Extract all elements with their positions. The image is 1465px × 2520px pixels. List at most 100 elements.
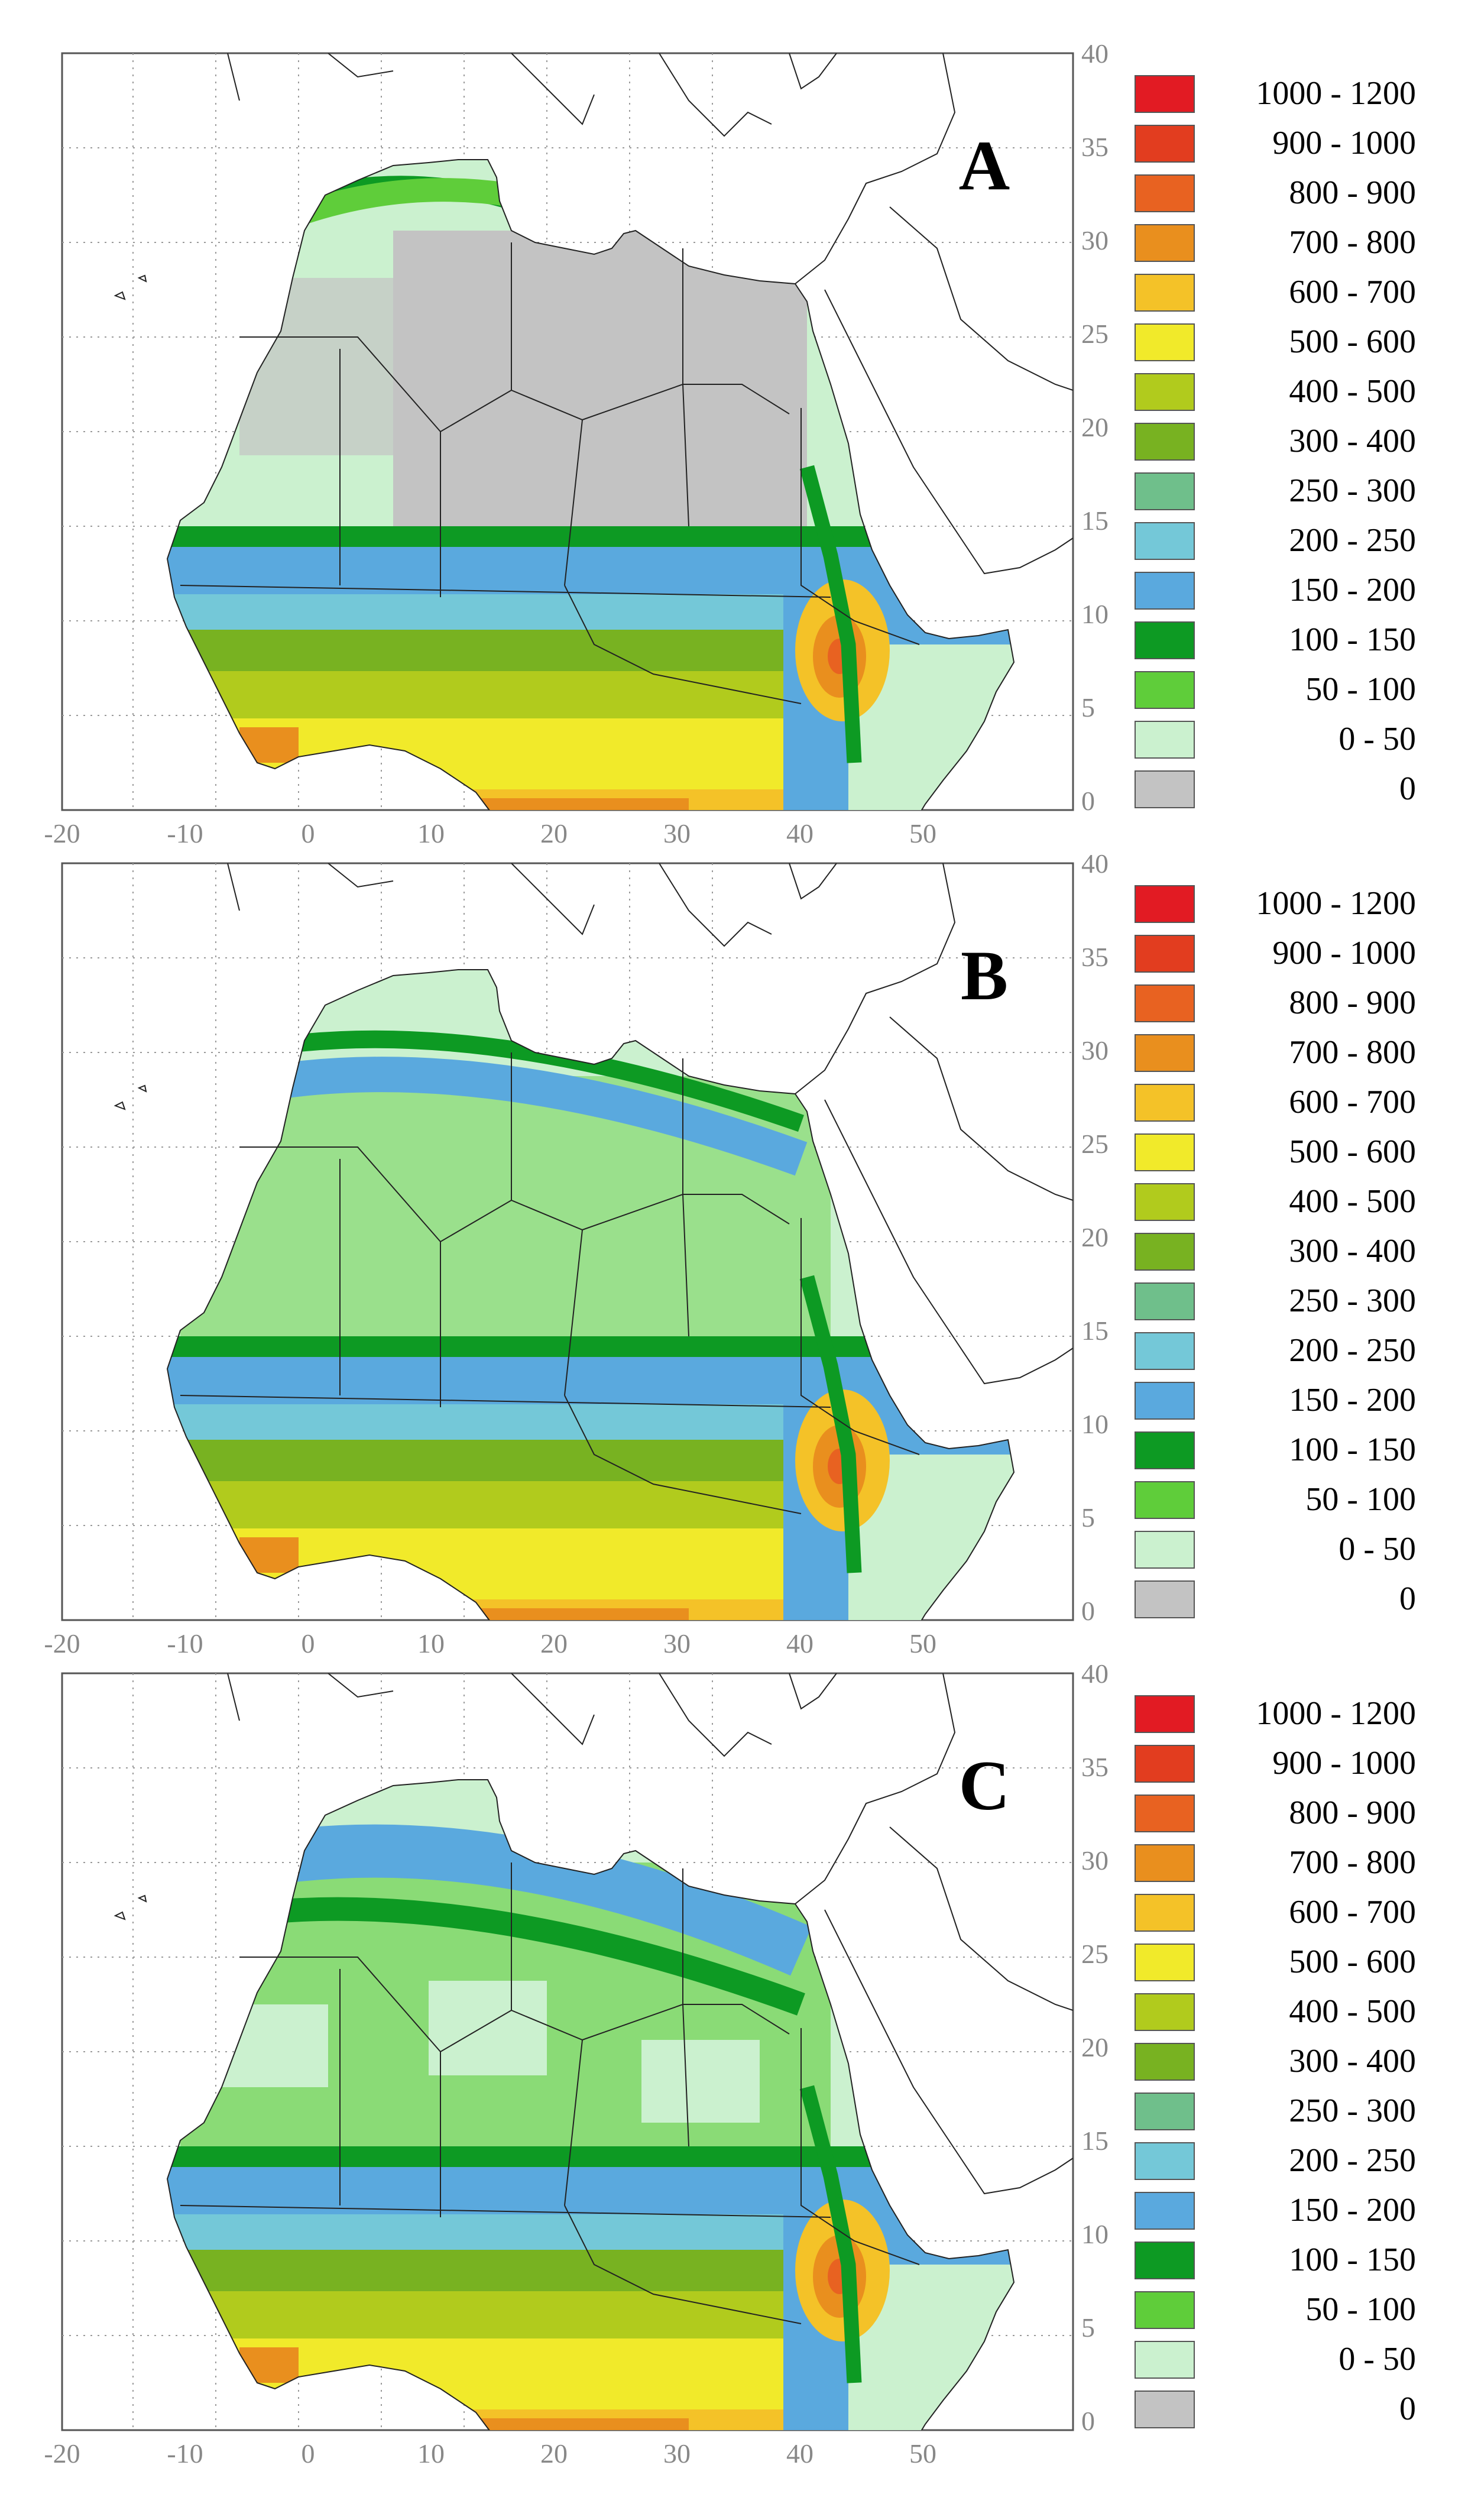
legend-item: 300 - 400 <box>1135 2043 1416 2081</box>
legend-item: 250 - 300 <box>1135 2093 1416 2130</box>
legend-swatch <box>1135 1795 1195 1832</box>
y-tick-label: 5 <box>1081 2312 1095 2343</box>
legend-item: 500 - 600 <box>1135 323 1416 361</box>
x-tick-label: 10 <box>417 2438 445 2469</box>
map-area: C <box>62 1673 1073 2430</box>
legend-label: 400 - 500 <box>1289 373 1416 410</box>
panel-label: B <box>961 936 1008 1015</box>
legend-swatch <box>1135 1580 1195 1618</box>
legend-label: 150 - 200 <box>1289 1382 1416 1418</box>
legend-swatch <box>1135 2341 1195 2379</box>
legend-swatch <box>1135 373 1195 411</box>
legend-item: 0 <box>1135 1580 1416 1618</box>
legend-swatch <box>1135 323 1195 361</box>
x-tick-label: -20 <box>44 2438 80 2469</box>
x-tick-label: 30 <box>663 818 691 848</box>
legend: 1000 - 1200 900 - 1000 800 - 900 700 - 800 6… <box>1135 75 1416 808</box>
y-tick-label: 35 <box>1081 1752 1109 1782</box>
legend-item: 900 - 1000 <box>1135 1745 1416 1783</box>
legend-item: 400 - 500 <box>1135 1183 1416 1221</box>
y-tick-label: 15 <box>1081 506 1109 536</box>
legend-label: 250 - 300 <box>1289 2093 1416 2129</box>
legend-label: 700 - 800 <box>1289 1844 1416 1881</box>
legend-item: 500 - 600 <box>1135 1944 1416 1981</box>
legend-label: 1000 - 1200 <box>1256 75 1416 112</box>
x-tick-label: 0 <box>302 1628 315 1659</box>
legend-label: 500 - 600 <box>1289 323 1416 360</box>
legend-item: 250 - 300 <box>1135 1282 1416 1320</box>
y-tick-label: 40 <box>1081 1659 1109 1689</box>
x-tick-label: 50 <box>909 2438 936 2469</box>
legend-swatch <box>1135 2142 1195 2180</box>
legend-label: 50 - 100 <box>1305 671 1416 708</box>
legend-swatch <box>1135 1481 1195 1519</box>
legend-swatch <box>1135 671 1195 709</box>
x-tick-label: 30 <box>663 1628 691 1659</box>
legend-label: 800 - 900 <box>1289 174 1416 211</box>
legend-swatch <box>1135 1382 1195 1420</box>
y-tick-label: 10 <box>1081 599 1109 629</box>
legend-item: 200 - 250 <box>1135 522 1416 560</box>
legend-item: 0 - 50 <box>1135 721 1416 759</box>
legend-item: 150 - 200 <box>1135 572 1416 610</box>
legend-label: 1000 - 1200 <box>1256 1695 1416 1732</box>
legend-label: 500 - 600 <box>1289 1133 1416 1170</box>
x-tick-label: 0 <box>302 818 315 848</box>
y-tick-label: 0 <box>1081 1596 1095 1626</box>
legend-swatch <box>1135 770 1195 808</box>
legend-label: 1000 - 1200 <box>1256 885 1416 922</box>
legend-label: 150 - 200 <box>1289 572 1416 608</box>
legend-swatch <box>1135 1183 1195 1221</box>
legend-swatch <box>1135 1282 1195 1320</box>
legend-item: 600 - 700 <box>1135 1894 1416 1932</box>
legend-swatch <box>1135 1531 1195 1569</box>
y-tick-label: 0 <box>1081 786 1095 816</box>
legend-item: 1000 - 1200 <box>1135 1695 1416 1733</box>
y-tick-label: 0 <box>1081 2406 1095 2436</box>
legend-item: 200 - 250 <box>1135 2142 1416 2180</box>
legend-label: 0 - 50 <box>1338 1531 1416 1567</box>
x-tick-label: 40 <box>786 2438 813 2469</box>
legend-item: 250 - 300 <box>1135 472 1416 510</box>
coastlines-borders <box>114 1673 1073 2430</box>
legend-label: 500 - 600 <box>1289 1944 1416 1980</box>
precipitation-field <box>167 1824 1014 2430</box>
legend-item: 300 - 400 <box>1135 1233 1416 1271</box>
legend-swatch <box>1135 423 1195 461</box>
x-tick-label: -20 <box>44 818 80 848</box>
legend-item: 50 - 100 <box>1135 1481 1416 1519</box>
legend-swatch <box>1135 1993 1195 2031</box>
legend-label: 0 - 50 <box>1338 721 1416 757</box>
y-tick-label: 40 <box>1081 848 1109 879</box>
x-tick-labels: -20 -10 0 10 20 30 40 50 <box>44 2438 936 2469</box>
y-tick-label: 30 <box>1081 1845 1109 1876</box>
y-tick-label: 20 <box>1081 1222 1109 1252</box>
legend-swatch <box>1135 721 1195 759</box>
legend-item: 800 - 900 <box>1135 984 1416 1022</box>
legend-swatch <box>1135 2093 1195 2130</box>
legend-label: 50 - 100 <box>1305 1481 1416 1518</box>
x-tick-label: -10 <box>167 818 203 848</box>
legend-swatch <box>1135 1695 1195 1733</box>
y-tick-label: 30 <box>1081 225 1109 255</box>
legend-label: 700 - 800 <box>1289 224 1416 261</box>
legend-swatch <box>1135 1034 1195 1072</box>
legend-label: 0 <box>1399 770 1416 807</box>
legend-swatch <box>1135 572 1195 610</box>
legend-label: 0 <box>1399 1580 1416 1617</box>
legend-label: 900 - 1000 <box>1272 935 1416 971</box>
legend-swatch <box>1135 621 1195 659</box>
legend-swatch <box>1135 1084 1195 1122</box>
legend-item: 700 - 800 <box>1135 1034 1416 1072</box>
y-tick-label: 40 <box>1081 38 1109 69</box>
legend-item: 900 - 1000 <box>1135 935 1416 973</box>
legend-swatch <box>1135 2242 1195 2279</box>
legend-swatch <box>1135 125 1195 163</box>
legend-swatch <box>1135 935 1195 973</box>
x-tick-label: -10 <box>167 2438 203 2469</box>
legend-label: 600 - 700 <box>1289 1894 1416 1931</box>
x-tick-label: 20 <box>540 1628 568 1659</box>
legend-item: 0 <box>1135 2391 1416 2428</box>
